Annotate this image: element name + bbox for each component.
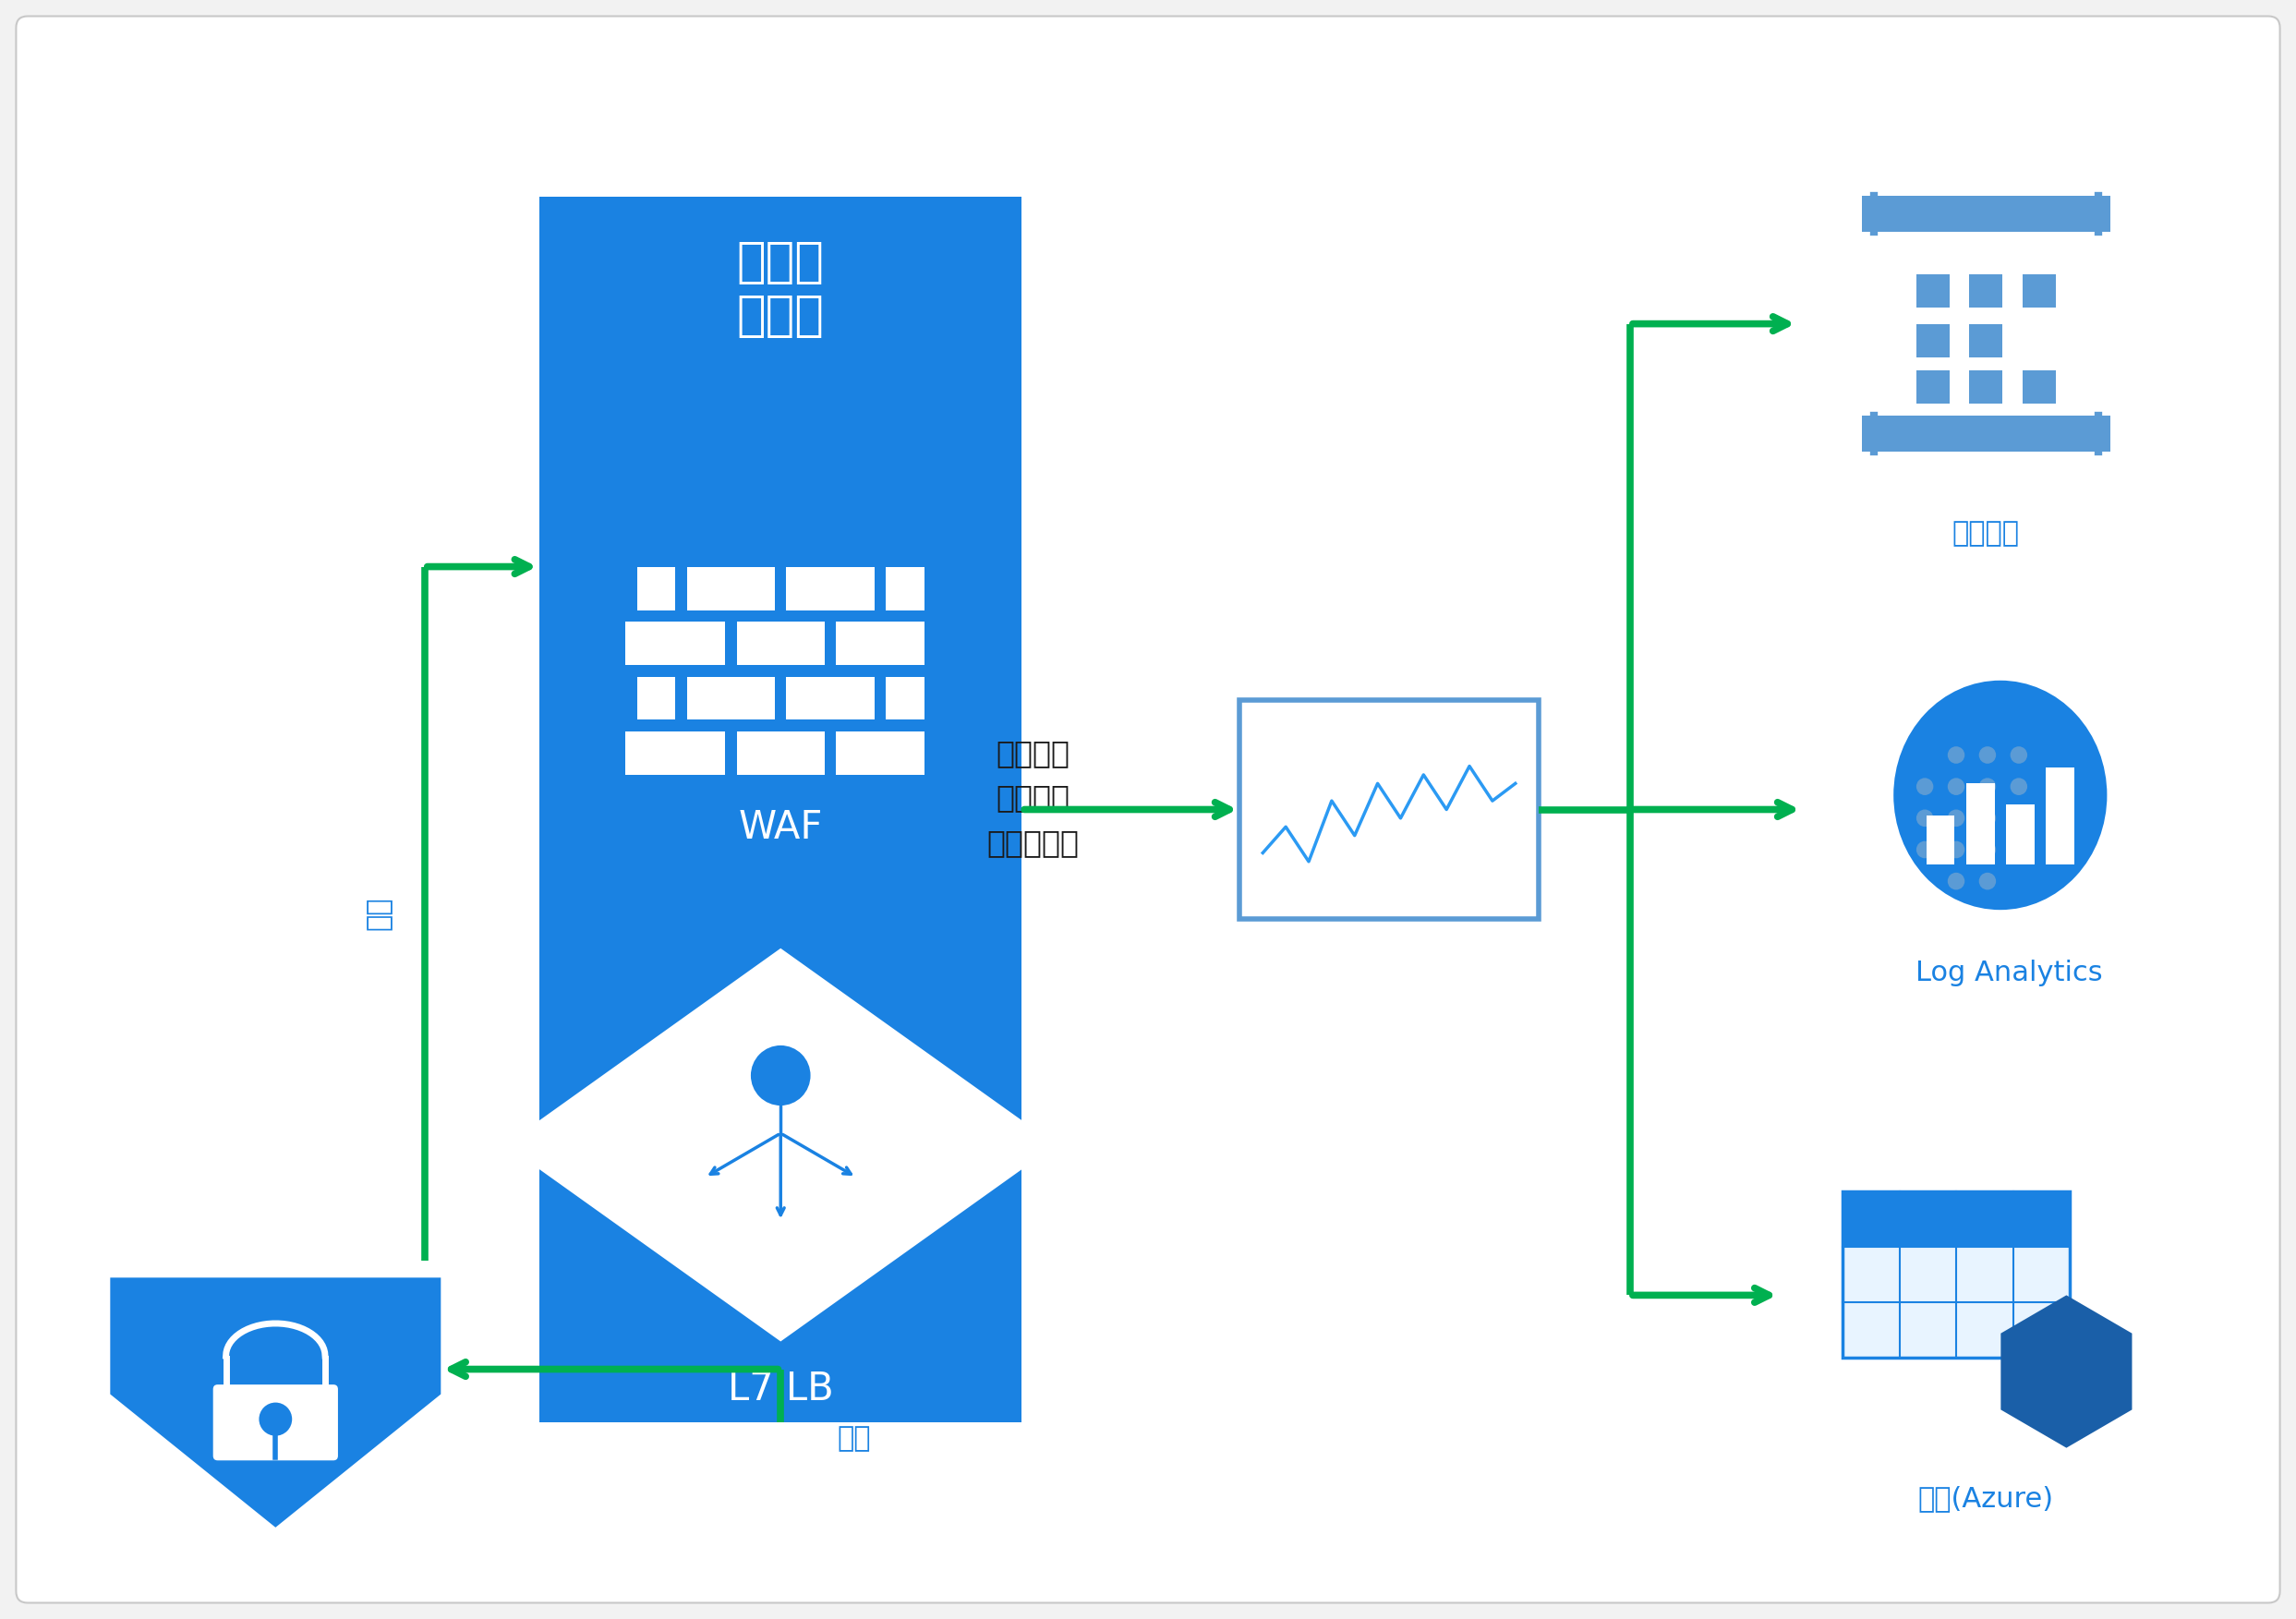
FancyBboxPatch shape	[16, 16, 2280, 1603]
FancyBboxPatch shape	[1917, 324, 1949, 358]
Circle shape	[2011, 746, 2027, 764]
Text: Log Analytics: Log Analytics	[1915, 960, 2103, 986]
FancyBboxPatch shape	[214, 1384, 338, 1460]
FancyBboxPatch shape	[638, 567, 675, 610]
FancyBboxPatch shape	[627, 622, 638, 665]
FancyBboxPatch shape	[687, 567, 776, 610]
Polygon shape	[505, 949, 1056, 1342]
Circle shape	[1979, 810, 1995, 827]
FancyBboxPatch shape	[2023, 274, 2055, 308]
Text: 观察: 观察	[365, 897, 393, 931]
Text: 存储(Azure): 存储(Azure)	[1917, 1485, 2055, 1512]
Circle shape	[1979, 779, 1995, 795]
FancyBboxPatch shape	[638, 622, 726, 665]
FancyBboxPatch shape	[2023, 371, 2055, 403]
Circle shape	[1947, 779, 1965, 795]
FancyBboxPatch shape	[627, 732, 638, 776]
FancyBboxPatch shape	[1844, 1192, 2071, 1358]
Text: 应用程
序网关: 应用程 序网关	[737, 238, 824, 340]
FancyBboxPatch shape	[785, 567, 875, 610]
FancyBboxPatch shape	[540, 196, 1022, 1423]
FancyBboxPatch shape	[2046, 767, 2073, 865]
FancyBboxPatch shape	[1917, 274, 1949, 308]
Ellipse shape	[1894, 680, 2108, 910]
FancyBboxPatch shape	[1862, 416, 2110, 452]
Circle shape	[2011, 810, 2027, 827]
FancyBboxPatch shape	[785, 677, 875, 720]
FancyBboxPatch shape	[737, 622, 824, 665]
FancyBboxPatch shape	[1240, 699, 1538, 920]
FancyBboxPatch shape	[1970, 324, 2002, 358]
Text: L7 LB: L7 LB	[728, 1370, 833, 1409]
FancyBboxPatch shape	[1917, 371, 1949, 403]
Circle shape	[1947, 810, 1965, 827]
FancyBboxPatch shape	[836, 622, 925, 665]
Circle shape	[2011, 840, 2027, 858]
Text: WAF: WAF	[739, 808, 822, 847]
Circle shape	[1979, 746, 1995, 764]
Circle shape	[1917, 840, 1933, 858]
Circle shape	[1947, 746, 1965, 764]
FancyBboxPatch shape	[737, 732, 824, 776]
Circle shape	[1947, 840, 1965, 858]
Circle shape	[1979, 873, 1995, 890]
Circle shape	[1979, 840, 1995, 858]
FancyBboxPatch shape	[1965, 784, 1995, 865]
Circle shape	[2011, 779, 2027, 795]
Text: 警报: 警报	[838, 1425, 870, 1452]
Polygon shape	[110, 1277, 441, 1527]
Text: 事件中心: 事件中心	[1952, 520, 2020, 547]
Circle shape	[1917, 779, 1933, 795]
Polygon shape	[2000, 1295, 2133, 1447]
FancyBboxPatch shape	[886, 567, 925, 610]
Circle shape	[259, 1402, 292, 1436]
FancyBboxPatch shape	[638, 677, 675, 720]
Circle shape	[1917, 810, 1933, 827]
FancyBboxPatch shape	[1970, 371, 2002, 403]
FancyBboxPatch shape	[1844, 1192, 2071, 1247]
Circle shape	[751, 1046, 810, 1106]
FancyBboxPatch shape	[1862, 196, 2110, 232]
FancyBboxPatch shape	[687, 677, 776, 720]
FancyBboxPatch shape	[886, 677, 925, 720]
Circle shape	[1947, 873, 1965, 890]
FancyBboxPatch shape	[1970, 274, 2002, 308]
FancyBboxPatch shape	[638, 732, 726, 776]
FancyBboxPatch shape	[2007, 805, 2034, 865]
FancyBboxPatch shape	[836, 732, 925, 776]
FancyBboxPatch shape	[1926, 816, 1954, 865]
Text: 访问日志
性能日志
防火墙日志: 访问日志 性能日志 防火墙日志	[987, 738, 1079, 858]
